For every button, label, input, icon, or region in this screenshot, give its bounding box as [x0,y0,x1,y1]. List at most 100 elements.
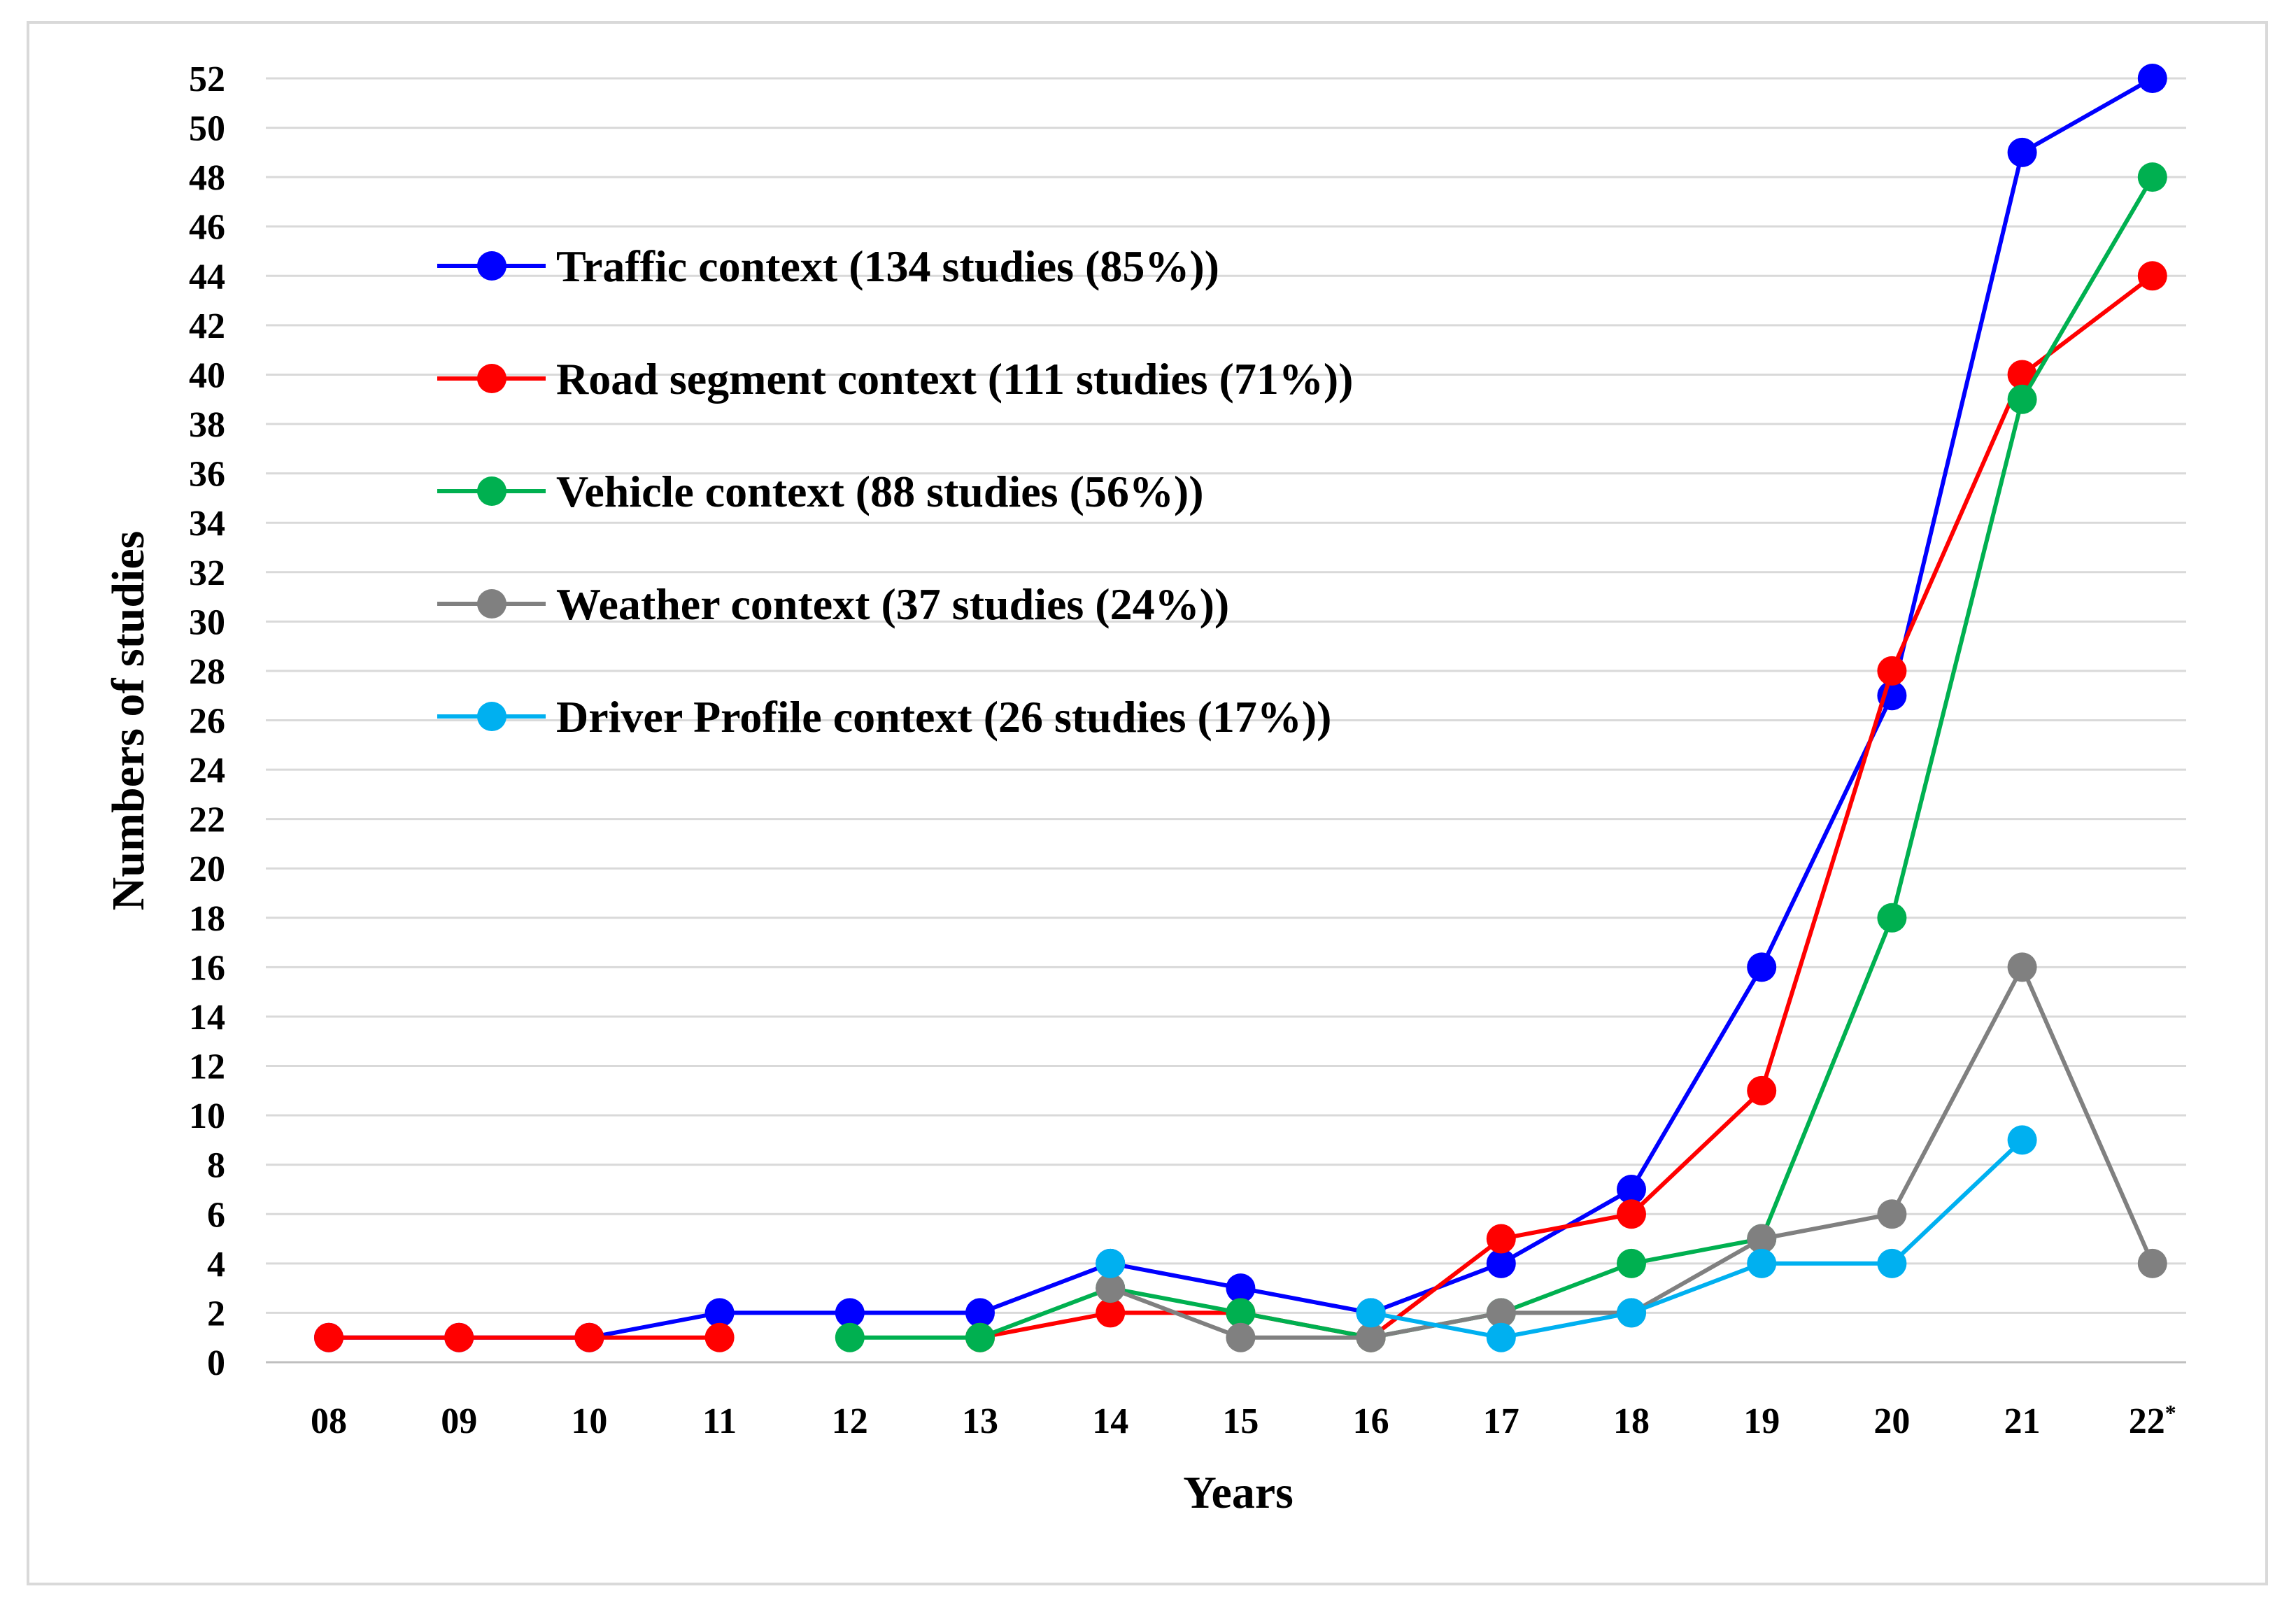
x-tick-label: 11 [702,1401,737,1441]
y-tick-label: 18 [189,899,225,939]
data-point [1486,1298,1516,1328]
y-tick-label: 12 [189,1047,225,1087]
y-tick-label: 10 [189,1096,225,1136]
data-point [1877,903,1907,933]
y-tick-label: 4 [207,1245,225,1285]
series-4 [1096,1125,2037,1352]
y-tick-label: 50 [189,109,225,149]
x-tick-label: 13 [962,1401,998,1441]
data-point [1877,656,1907,686]
data-point [2007,952,2037,982]
x-tick-label: 10 [571,1401,607,1441]
y-tick-label: 46 [189,208,225,248]
data-point [1096,1273,1126,1303]
data-point [314,1322,343,1352]
data-point [1486,1248,1516,1278]
x-tick-label: 08 [311,1401,347,1441]
data-point [965,1322,995,1352]
y-tick-label: 38 [189,405,225,445]
data-point [1877,1248,1907,1278]
legend: Traffic context (134 studies (85%)) Road … [437,241,1353,742]
x-tick-label: 09 [441,1401,477,1441]
legend-item: Driver Profile context (26 studies (17%)… [437,692,1331,742]
x-tick-label: 19 [1743,1401,1780,1441]
data-point [1747,1224,1777,1254]
data-point [1096,1298,1126,1328]
x-tick-label: 20 [1873,1401,1910,1441]
data-point [2137,261,2167,291]
x-axis-ticks: 08 09 10 11 12 13 14 15 16 17 18 19 20 21 22* [311,1400,2176,1441]
data-point [704,1322,735,1352]
y-tick-label: 14 [189,998,225,1038]
data-point [2007,1125,2037,1155]
y-tick-label: 28 [189,652,225,692]
series-line [1110,965,2155,1340]
data-point [1356,1322,1386,1352]
x-tick-label: 22* [2129,1400,2176,1441]
y-tick-label: 32 [189,553,225,593]
data-point [1226,1273,1256,1303]
data-point [835,1298,865,1328]
data-point [2137,1248,2167,1278]
data-point [1617,1298,1646,1328]
data-point [1096,1248,1126,1278]
x-axis-title: Years [1183,1467,1294,1518]
legend-label: Traffic context (134 studies (85%)) [556,241,1219,291]
y-tick-label: 40 [189,355,225,395]
legend-item: Weather context (37 studies (24%)) [437,579,1229,629]
legend-label: Road segment context (111 studies (71%)) [556,354,1353,404]
y-tick-label: 34 [189,504,225,544]
y-tick-label: 2 [207,1294,225,1334]
y-tick-label: 20 [189,849,225,889]
legend-marker [477,364,506,393]
x-tick-label: 18 [1613,1401,1650,1441]
data-point [704,1298,735,1328]
data-point [1226,1322,1256,1352]
x-tick-label: 16 [1353,1401,1389,1441]
x-tick-label: 14 [1092,1401,1128,1441]
data-point [965,1298,995,1328]
y-tick-label: 36 [189,455,225,495]
legend-item: Road segment context (111 studies (71%)) [437,354,1353,404]
y-tick-label: 42 [189,306,225,346]
x-tick-label: 17 [1483,1401,1519,1441]
legend-item: Traffic context (134 studies (85%)) [437,241,1219,291]
y-tick-label: 52 [189,59,225,99]
legend-label: Vehicle context (88 studies (56%)) [556,467,1204,516]
chart-frame [27,21,2268,1585]
x-tick-label: 12 [832,1401,868,1441]
data-point [574,1322,604,1352]
legend-marker [477,589,506,618]
data-point [1747,1075,1777,1105]
series-line [849,176,2155,1340]
y-tick-label: 26 [189,702,225,742]
y-tick-label: 44 [189,257,225,297]
legend-marker [477,476,506,506]
y-tick-label: 16 [189,948,225,988]
legend-marker [477,702,506,731]
data-point [835,1322,865,1352]
data-point [444,1322,474,1352]
data-point [2137,64,2167,93]
data-point [2137,162,2167,192]
data-point [1747,952,1777,982]
x-tick-label: 15 [1222,1401,1259,1441]
data-point [1486,1224,1516,1254]
data-point [1226,1298,1256,1328]
legend-marker [477,251,506,281]
series-lines [314,64,2167,1352]
y-tick-label: 8 [207,1146,225,1186]
series-line [979,274,2154,1340]
y-tick-label: 48 [189,158,225,198]
data-point [1877,1199,1907,1229]
y-axis-title: Numbers of studies [103,531,154,911]
x-tick-label: 21 [2004,1401,2041,1441]
data-point [1617,1174,1646,1204]
legend-item: Vehicle context (88 studies (56%)) [437,467,1204,516]
data-point [2007,384,2037,414]
data-point [1747,1248,1777,1278]
y-tick-label: 24 [189,751,225,791]
y-axis-ticks: 0246810121416182022242628303234363840424… [189,59,225,1383]
y-tick-label: 0 [207,1343,225,1383]
